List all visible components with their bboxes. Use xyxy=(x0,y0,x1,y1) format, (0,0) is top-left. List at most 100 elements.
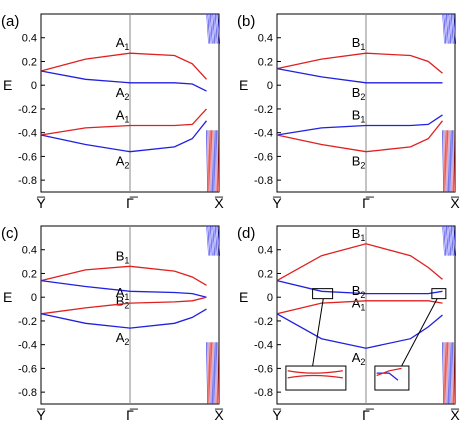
band-label: A2 xyxy=(116,330,130,347)
bulk-bands xyxy=(442,225,457,405)
y-axis-label: E xyxy=(3,77,12,93)
y-tick-label: -0.6 xyxy=(18,363,37,375)
bulk-band-line xyxy=(212,130,215,193)
y-tick-label: 0.2 xyxy=(22,268,37,280)
bulk-band-line xyxy=(444,342,447,405)
y-tick-label: 0.4 xyxy=(22,245,37,257)
panel-a: (a) E 0.4 0.2 0 -0.2 -0.4 -0.6 -0.8 Y̅ Γ̅ X̅ A1 A2 A1 A… xyxy=(1,13,224,211)
bulk-band-line xyxy=(442,130,444,193)
band-label: A2 xyxy=(352,350,366,367)
inset-curve xyxy=(376,367,402,377)
x-tick-label: Γ̅ xyxy=(362,407,375,421)
panel-label: (d) xyxy=(237,225,255,242)
bulk-band-line xyxy=(217,130,220,193)
bulk-band-line xyxy=(450,13,454,44)
panel-label: (c) xyxy=(1,225,19,242)
band-curve-B1 xyxy=(40,265,207,286)
bulk-band-line xyxy=(444,225,448,256)
bulk-band-line xyxy=(206,342,208,405)
y-tick-label: 0 xyxy=(31,80,37,92)
bulk-band-line xyxy=(449,13,453,44)
bulk-band-line xyxy=(217,225,221,256)
panel-label: (a) xyxy=(1,13,19,30)
x-tick-label: X̅ xyxy=(214,407,224,421)
bulk-band-line xyxy=(444,13,448,44)
x-tick-label: Y̅ xyxy=(36,407,46,421)
x-tick-label: X̅ xyxy=(214,195,224,211)
inset-curve xyxy=(287,370,343,374)
y-tick-label: 0.4 xyxy=(258,33,273,45)
bulk-band-line xyxy=(212,342,215,405)
bulk-band-line xyxy=(208,342,211,405)
bulk-band-line xyxy=(208,130,211,193)
x-tick-label: Y̅ xyxy=(36,195,46,211)
bulk-band-line xyxy=(207,130,210,193)
bulk-band-line xyxy=(452,130,454,193)
bulk-band-line xyxy=(209,225,213,256)
band-label: A1 xyxy=(352,296,366,313)
inset-box xyxy=(285,365,347,391)
bulk-band-line xyxy=(447,130,449,193)
bulk-band-line xyxy=(448,342,451,405)
y-tick-label: 0.2 xyxy=(258,268,273,280)
bulk-band-line xyxy=(445,342,448,405)
x-tick-label: X̅ xyxy=(450,407,460,421)
bulk-band-line xyxy=(452,225,455,256)
y-axis-label: E xyxy=(239,77,248,93)
y-tick-label: 0 xyxy=(31,292,37,304)
inset-pointer xyxy=(312,298,324,367)
band-label: B1 xyxy=(352,108,366,125)
bulk-band-line xyxy=(450,130,453,193)
bulk-band-line xyxy=(447,225,450,256)
y-tick-label: -0.4 xyxy=(18,128,37,140)
bulk-band-line xyxy=(450,225,454,256)
band-curve-A1 xyxy=(40,52,207,80)
y-tick-label: 0.2 xyxy=(22,56,37,68)
bulk-band-line xyxy=(445,13,449,44)
bulk-band-line xyxy=(209,342,212,405)
bulk-band-line xyxy=(453,225,457,256)
bulk-band-line xyxy=(213,342,216,405)
band-curve-A2 xyxy=(40,120,208,153)
y-tick-label: 0.4 xyxy=(258,245,273,257)
y-tick-label: -0.8 xyxy=(18,175,37,187)
y-tick-label: -0.8 xyxy=(254,175,273,187)
bulk-band-line xyxy=(447,13,450,44)
bulk-band-line xyxy=(207,225,211,256)
band-label: A1 xyxy=(116,35,130,52)
band-curve-A1 xyxy=(276,279,443,295)
bulk-band-line xyxy=(217,342,220,405)
band-label: B2 xyxy=(352,154,366,171)
y-tick-label: -0.2 xyxy=(18,316,37,328)
bulk-band-line xyxy=(452,13,455,44)
y-tick-label: 0.4 xyxy=(22,33,37,45)
bulk-band-line xyxy=(212,13,216,44)
inset-curve xyxy=(376,372,399,381)
bulk-band-line xyxy=(449,342,452,405)
bulk-band-line xyxy=(213,225,217,256)
bulk-band-line xyxy=(449,130,452,193)
bulk-band-line xyxy=(445,130,448,193)
y-tick-label: -0.8 xyxy=(18,387,37,399)
band-label: B1 xyxy=(352,35,366,52)
band-curve-A2 xyxy=(40,70,207,92)
band-curve-B2 xyxy=(276,300,443,315)
bulk-band-line xyxy=(217,13,221,44)
bulk-band-line xyxy=(449,225,453,256)
band-curve-B2 xyxy=(276,120,444,153)
bulk-bands xyxy=(442,13,457,193)
bulk-band-line xyxy=(448,225,452,256)
y-axis-label: E xyxy=(3,289,12,305)
bulk-bands xyxy=(206,13,221,193)
band-curve-B1 xyxy=(276,114,443,136)
band-label: A2 xyxy=(116,85,130,102)
band-curve-A1 xyxy=(40,108,207,136)
bulk-band-line xyxy=(214,225,218,256)
bulk-band-line xyxy=(445,225,449,256)
band-label: A1 xyxy=(116,285,130,302)
band-label: B1 xyxy=(352,226,366,243)
y-tick-label: -0.4 xyxy=(18,340,37,352)
bulk-band-line xyxy=(443,130,446,193)
band-label: B2 xyxy=(352,85,366,102)
